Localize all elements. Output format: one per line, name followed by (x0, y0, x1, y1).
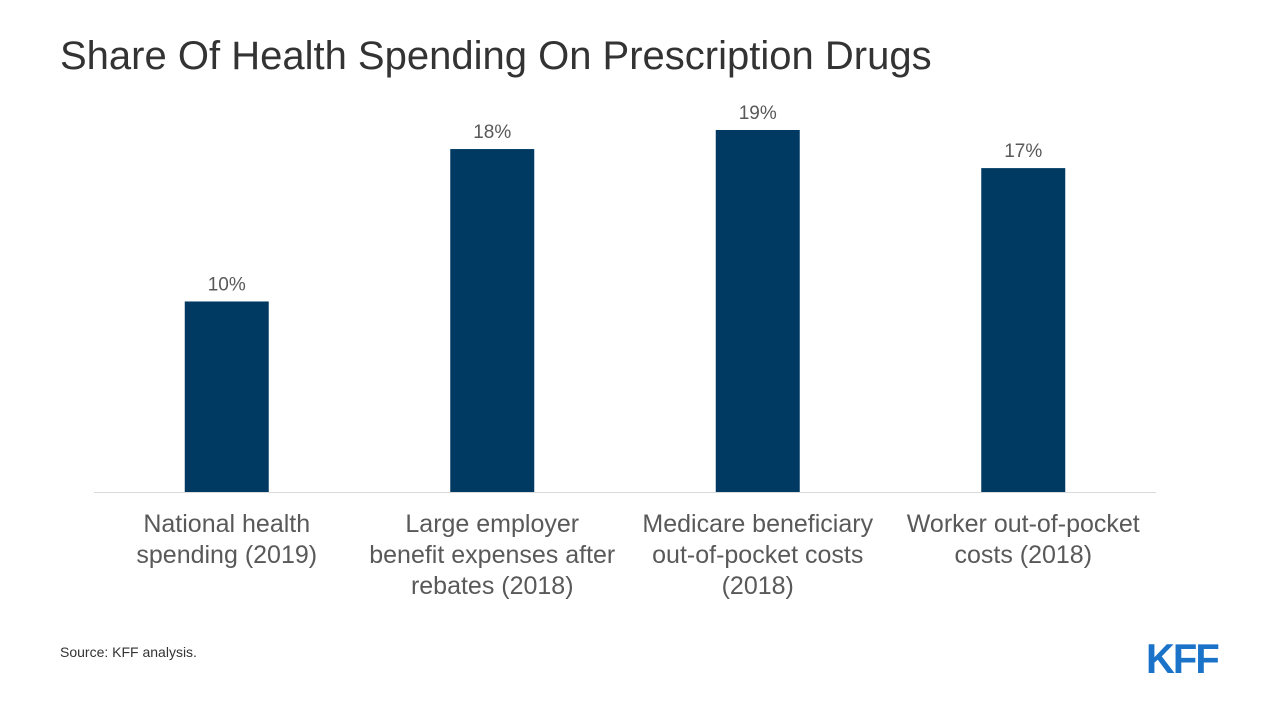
kff-logo: KFF (1146, 635, 1220, 682)
category-label-2: Large employer benefit expenses after reba… (369, 510, 615, 600)
bar-1 (184, 301, 269, 492)
data-label-4: 17% (1004, 141, 1042, 162)
source-note: Source: KFF analysis. (60, 644, 197, 660)
category-label-1: National health spending (2019) (136, 510, 317, 569)
bar-2 (450, 149, 535, 493)
chart-title: Share Of Health Spending On Prescription… (60, 34, 932, 78)
data-label-2: 18% (473, 122, 511, 143)
bar-3 (715, 130, 800, 492)
category-label-3: Medicare beneficiary out-of-pocket costs(… (642, 510, 873, 600)
bar-4 (981, 168, 1066, 492)
category-label-4: Worker out-of-pocket costs (2018) (907, 510, 1140, 569)
data-label-1: 10% (208, 274, 246, 295)
data-label-3: 19% (739, 103, 777, 124)
